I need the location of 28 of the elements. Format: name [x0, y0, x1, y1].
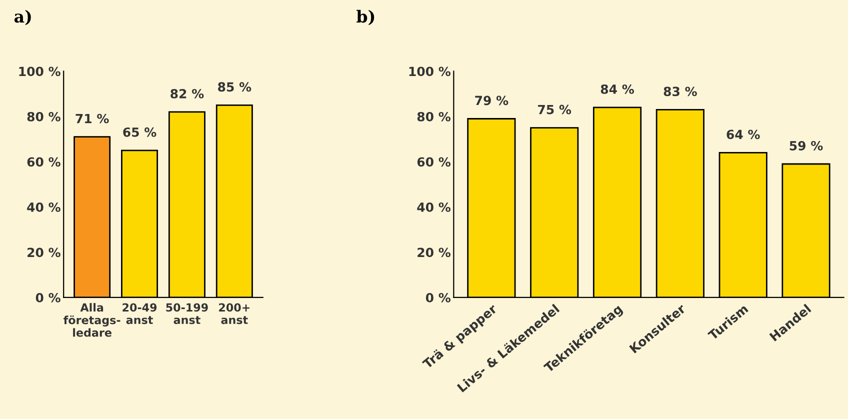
data-label: 82 %	[170, 88, 204, 98]
data-label: 71 %	[76, 114, 109, 124]
chart-title: b)	[356, 10, 374, 26]
y-tick-label: 80 %	[27, 112, 60, 122]
y-tick-label: 40 %	[417, 202, 451, 212]
y-tick-label: 20 %	[28, 248, 60, 258]
data-label: 85 %	[218, 82, 252, 92]
data-label: 75 %	[538, 104, 572, 114]
data-label: 79 %	[475, 96, 508, 106]
y-tick-label: 20 %	[418, 248, 451, 258]
y-tick-label: 100 %	[19, 66, 60, 76]
y-tick-label: 40 %	[27, 202, 60, 212]
y-tick-label: 80 %	[417, 112, 451, 122]
x-tick-label: 20-49 anst	[122, 303, 157, 324]
data-label: 64 %	[726, 130, 760, 140]
chart-title: a)	[14, 10, 31, 26]
y-tick-label: 60 %	[27, 157, 60, 167]
x-tick-label: 50-199 anst	[166, 303, 208, 324]
y-tick-label: 0 %	[426, 292, 451, 302]
data-label: 84 %	[600, 84, 634, 94]
x-tick-label: 200+ anst	[219, 303, 250, 324]
data-label: 83 %	[664, 86, 697, 96]
x-tick-label: Alla företags- ledare	[64, 303, 120, 337]
y-tick-label: 100 %	[409, 66, 451, 76]
data-label: 65 %	[123, 127, 156, 137]
data-label: 59 %	[790, 141, 823, 150]
y-tick-label: 0 %	[36, 292, 60, 302]
y-tick-label: 60 %	[417, 157, 451, 167]
